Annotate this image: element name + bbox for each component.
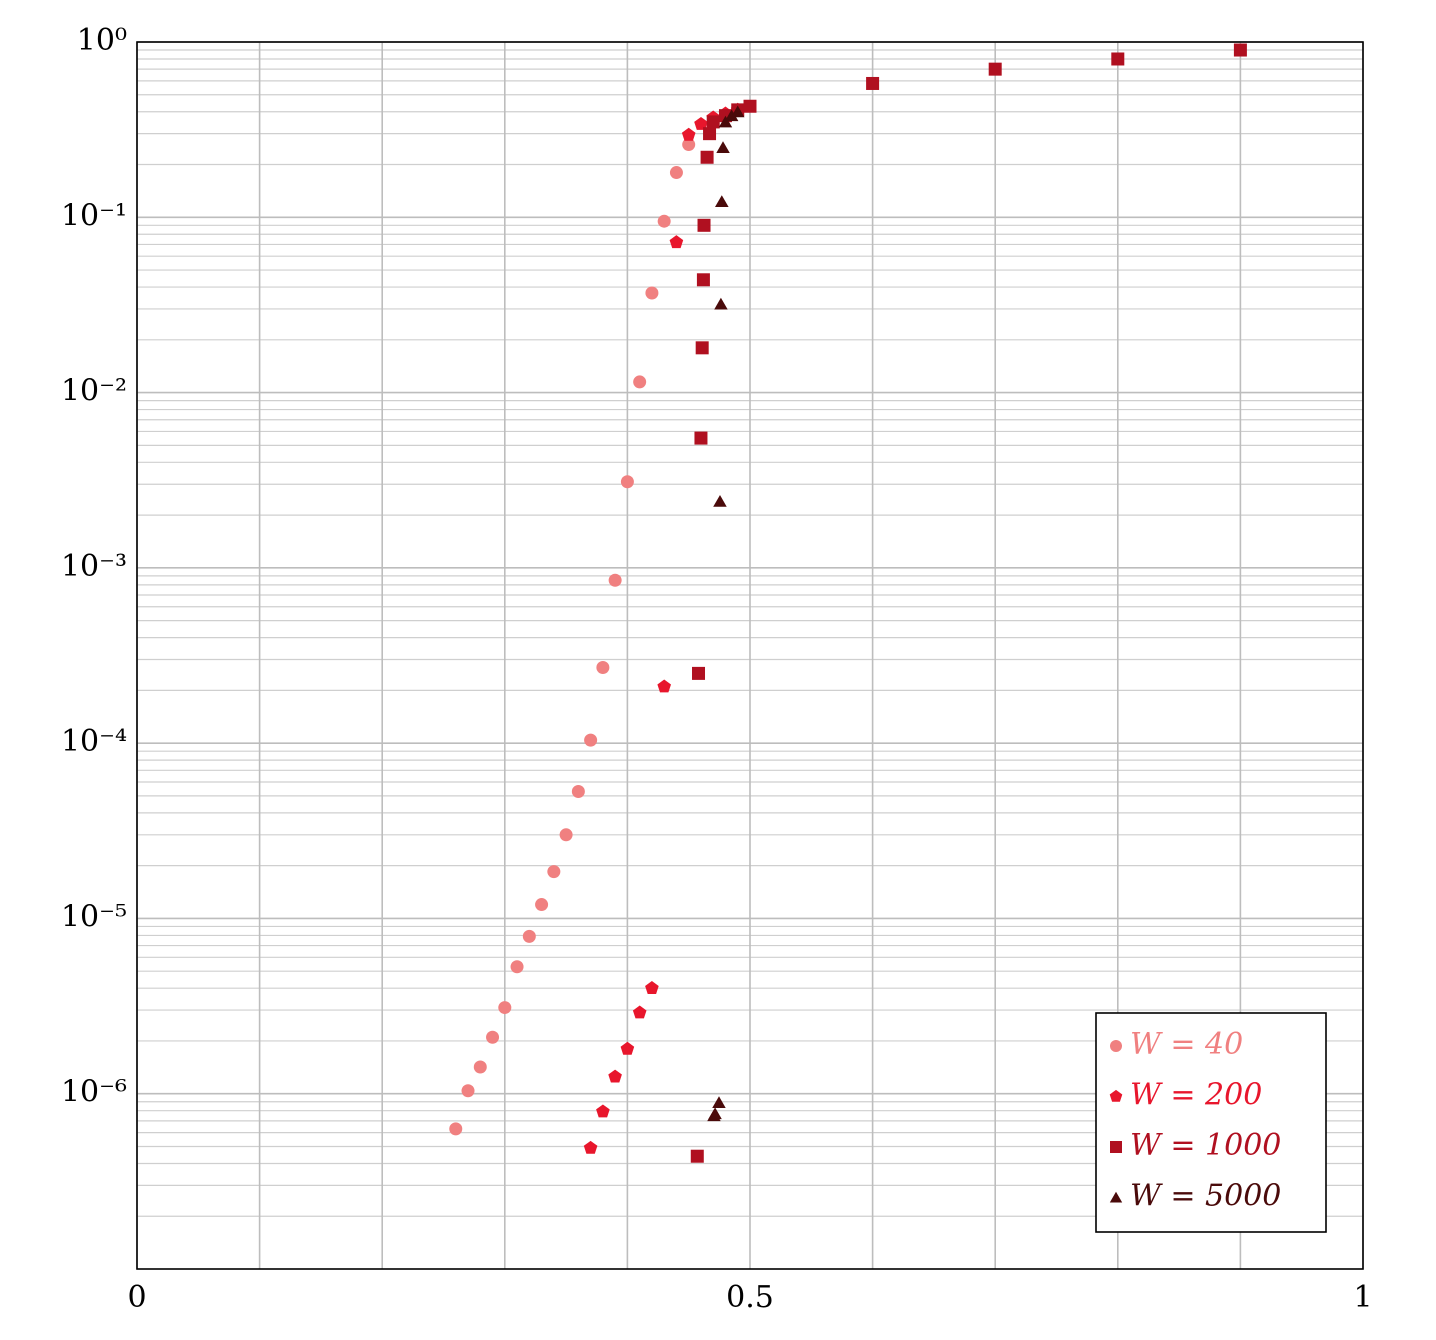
- point: [547, 865, 561, 879]
- point: [706, 115, 720, 129]
- point: [695, 341, 709, 355]
- point: [988, 62, 1002, 76]
- x-tick-label: 1: [1353, 1280, 1372, 1315]
- point: [866, 76, 880, 90]
- point: [718, 115, 733, 128]
- x-tick-label: 0: [127, 1280, 146, 1315]
- x-tick-label: 0.5: [726, 1280, 774, 1315]
- point: [571, 784, 585, 798]
- y-tick-label: 10⁰: [77, 23, 127, 58]
- legend-marker: [1109, 1191, 1123, 1203]
- point: [608, 1069, 622, 1083]
- legend-label: W = 200: [1130, 1078, 1262, 1113]
- point: [632, 1005, 647, 1019]
- point: [620, 1041, 635, 1055]
- plot-frame: [136, 41, 1364, 1270]
- point: [697, 218, 711, 232]
- y-tick-label: 10⁻⁵: [61, 899, 127, 934]
- point: [1233, 43, 1247, 57]
- point: [461, 1084, 475, 1098]
- legend-label: W = 40: [1130, 1027, 1243, 1062]
- point: [714, 297, 728, 310]
- legend-label: W = 5000: [1130, 1179, 1281, 1214]
- point: [713, 495, 727, 507]
- point: [596, 1104, 610, 1118]
- point: [645, 286, 659, 300]
- point: [535, 898, 549, 912]
- point: [486, 1030, 500, 1044]
- point: [620, 475, 634, 489]
- point: [700, 150, 714, 164]
- y-tick-label: 10⁻¹: [61, 198, 127, 233]
- point: [510, 960, 524, 974]
- legend-marker: [1110, 1141, 1122, 1153]
- point: [743, 99, 757, 113]
- y-tick-label: 10⁻⁶: [61, 1075, 127, 1110]
- point: [715, 195, 729, 207]
- y-tick-label: 10⁻⁴: [61, 724, 127, 759]
- point: [694, 117, 708, 130]
- point: [703, 127, 717, 141]
- point: [724, 109, 739, 122]
- point: [712, 1096, 726, 1108]
- point: [583, 1140, 598, 1154]
- point: [731, 105, 745, 118]
- y-tick-label: 10⁻³: [61, 549, 127, 584]
- point: [669, 166, 683, 180]
- point: [690, 1149, 704, 1163]
- point: [708, 1107, 722, 1120]
- point: [682, 138, 696, 152]
- legend-marker: [1110, 1040, 1122, 1052]
- point: [657, 214, 671, 228]
- point: [645, 981, 659, 994]
- point: [681, 127, 696, 141]
- point: [696, 273, 710, 287]
- legend-box: [1095, 1012, 1327, 1233]
- point: [1111, 52, 1125, 66]
- point: [657, 679, 671, 693]
- point: [473, 1060, 487, 1074]
- point: [633, 375, 647, 389]
- point: [559, 828, 573, 842]
- legend-label: W = 1000: [1130, 1128, 1281, 1163]
- point: [608, 573, 622, 587]
- point: [716, 141, 730, 153]
- point: [669, 235, 684, 249]
- y-tick-label: 10⁻²: [61, 374, 127, 409]
- point: [584, 733, 598, 747]
- point: [694, 431, 708, 445]
- legend-marker: [1109, 1089, 1123, 1102]
- point: [449, 1122, 463, 1136]
- point: [692, 666, 706, 680]
- point: [498, 1001, 512, 1015]
- point: [522, 929, 536, 943]
- point: [596, 661, 610, 675]
